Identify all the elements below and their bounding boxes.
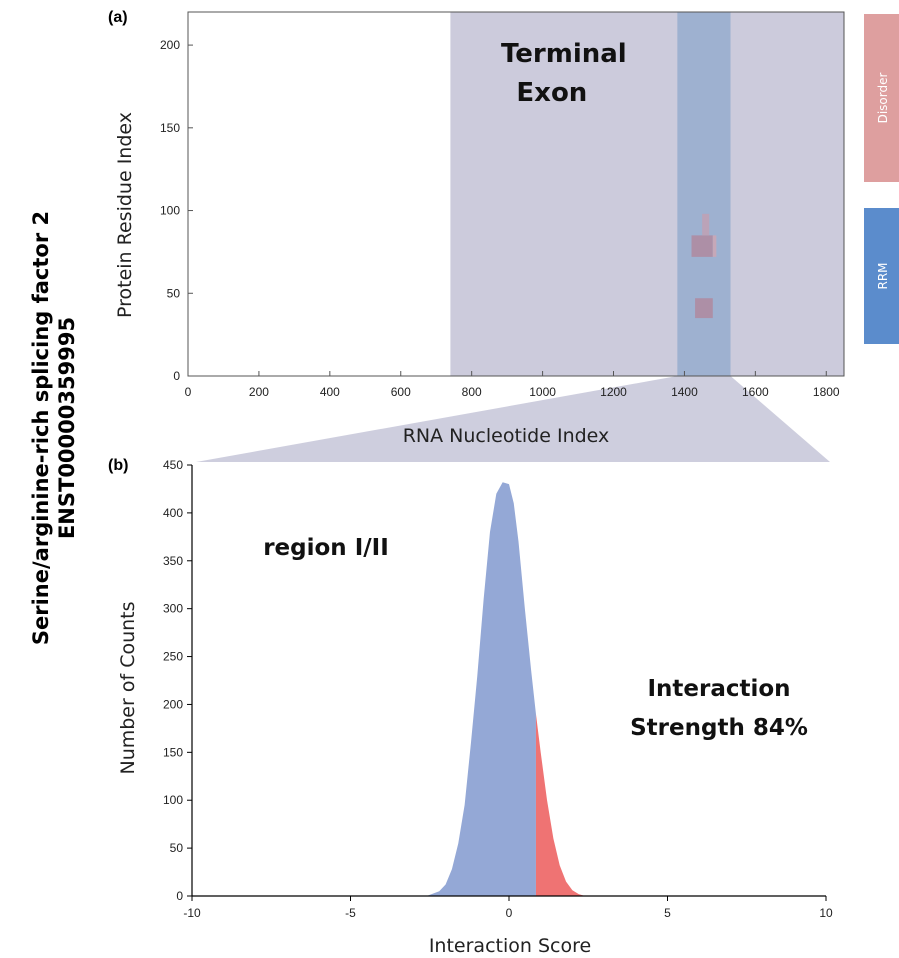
heatmap-x-tick-label: 1800	[813, 385, 840, 399]
histogram-y-tick-label: 300	[163, 602, 183, 616]
heatmap-x-tick-label: 1000	[529, 385, 556, 399]
heatmap-y-tick-label: 150	[160, 121, 180, 135]
histogram-x-tick-label: 5	[664, 906, 671, 920]
terminal-exon-label-line2: Exon	[516, 78, 587, 108]
histogram-area-below-threshold	[426, 482, 536, 896]
histogram-area-above-threshold	[535, 714, 586, 896]
histogram-y-tick-label: 400	[163, 506, 183, 520]
region-annotation: region I/II	[263, 535, 389, 561]
side-title-group: Serine/arginine-rich splicing factor 2 E…	[29, 211, 79, 645]
strength-annotation-line1: Interaction	[647, 676, 790, 702]
histogram-x-axis-title: Interaction Score	[429, 935, 591, 957]
heatmap-region-0	[450, 12, 844, 376]
panel-a-label: (a)	[108, 9, 128, 26]
heatmap-x-tick-label: 800	[462, 385, 482, 399]
strength-annotation-line2: Strength 84%	[630, 715, 808, 741]
histogram-y-tick-label: 100	[163, 793, 183, 807]
heatmap-cell-1	[691, 235, 713, 257]
heatmap-x-ticks: 0 200 400 600 800 1000 1200 1400 1600 1800	[185, 371, 840, 399]
heatmap-frame	[187, 11, 845, 377]
heatmap-x-tick-label: 200	[249, 385, 269, 399]
heatmap-x-tick-label: 0	[185, 385, 192, 399]
heatmap-y-tick-label: 200	[160, 38, 180, 52]
heatmap-cell-3	[702, 213, 710, 236]
histogram-y-tick-label: 200	[163, 697, 183, 711]
transcript-id: ENST00000359995	[55, 317, 79, 539]
histogram-x-tick-label: 10	[819, 906, 833, 920]
histogram-y-axis-title: Number of Counts	[117, 601, 139, 774]
histogram-x-tick-label: -5	[345, 906, 356, 920]
histogram-area	[426, 482, 586, 896]
heatmap-x-axis-title: RNA Nucleotide Index	[403, 425, 610, 447]
heatmap-x-tick-label: 1200	[600, 385, 627, 399]
heatmap-region-1	[677, 12, 731, 376]
histogram-y-tick-label: 350	[163, 554, 183, 568]
heatmap-regions	[450, 12, 844, 376]
disorder-domain-bar	[864, 14, 899, 182]
heatmap-y-tick-label: 100	[160, 204, 180, 218]
disorder-domain-label: Disorder	[876, 73, 890, 124]
histogram-y-tick-label: 250	[163, 650, 183, 664]
heatmap-cell-0	[695, 298, 713, 319]
histogram-y-tick-label: 450	[163, 458, 183, 472]
histogram-x-ticks: -10 -5 0 5 10	[183, 896, 833, 920]
heatmap-x-tick-label: 600	[391, 385, 411, 399]
histogram-y-ticks: 0 50 100 150 200 250 300 350 400 450	[163, 458, 192, 903]
histogram-y-tick-label: 50	[170, 841, 184, 855]
histogram-y-tick-label: 150	[163, 745, 183, 759]
heatmap-x-tick-label: 400	[320, 385, 340, 399]
histogram-x-tick-label: -10	[183, 906, 201, 920]
protein-title: Serine/arginine-rich splicing factor 2	[29, 211, 53, 645]
histogram-y-tick-label: 0	[176, 889, 183, 903]
heatmap-x-tick-label: 1600	[742, 385, 769, 399]
rrm-domain-label: RRM	[876, 262, 890, 289]
heatmap-cell-2	[712, 235, 717, 257]
histogram-x-tick-label: 0	[506, 906, 513, 920]
heatmap-x-tick-label: 1400	[671, 385, 698, 399]
heatmap-cells	[691, 213, 717, 319]
terminal-exon-label-line1: Terminal	[501, 39, 627, 69]
rrm-domain-bar	[864, 208, 899, 344]
heatmap-y-ticks: 0 50 100 150 200	[160, 38, 193, 383]
zoom-wedge	[196, 376, 830, 462]
heatmap-y-axis-title: Protein Residue Index	[114, 112, 136, 318]
heatmap-y-tick-label: 0	[173, 369, 180, 383]
heatmap-y-tick-label: 50	[167, 286, 181, 300]
panel-b-label: (b)	[108, 457, 128, 474]
